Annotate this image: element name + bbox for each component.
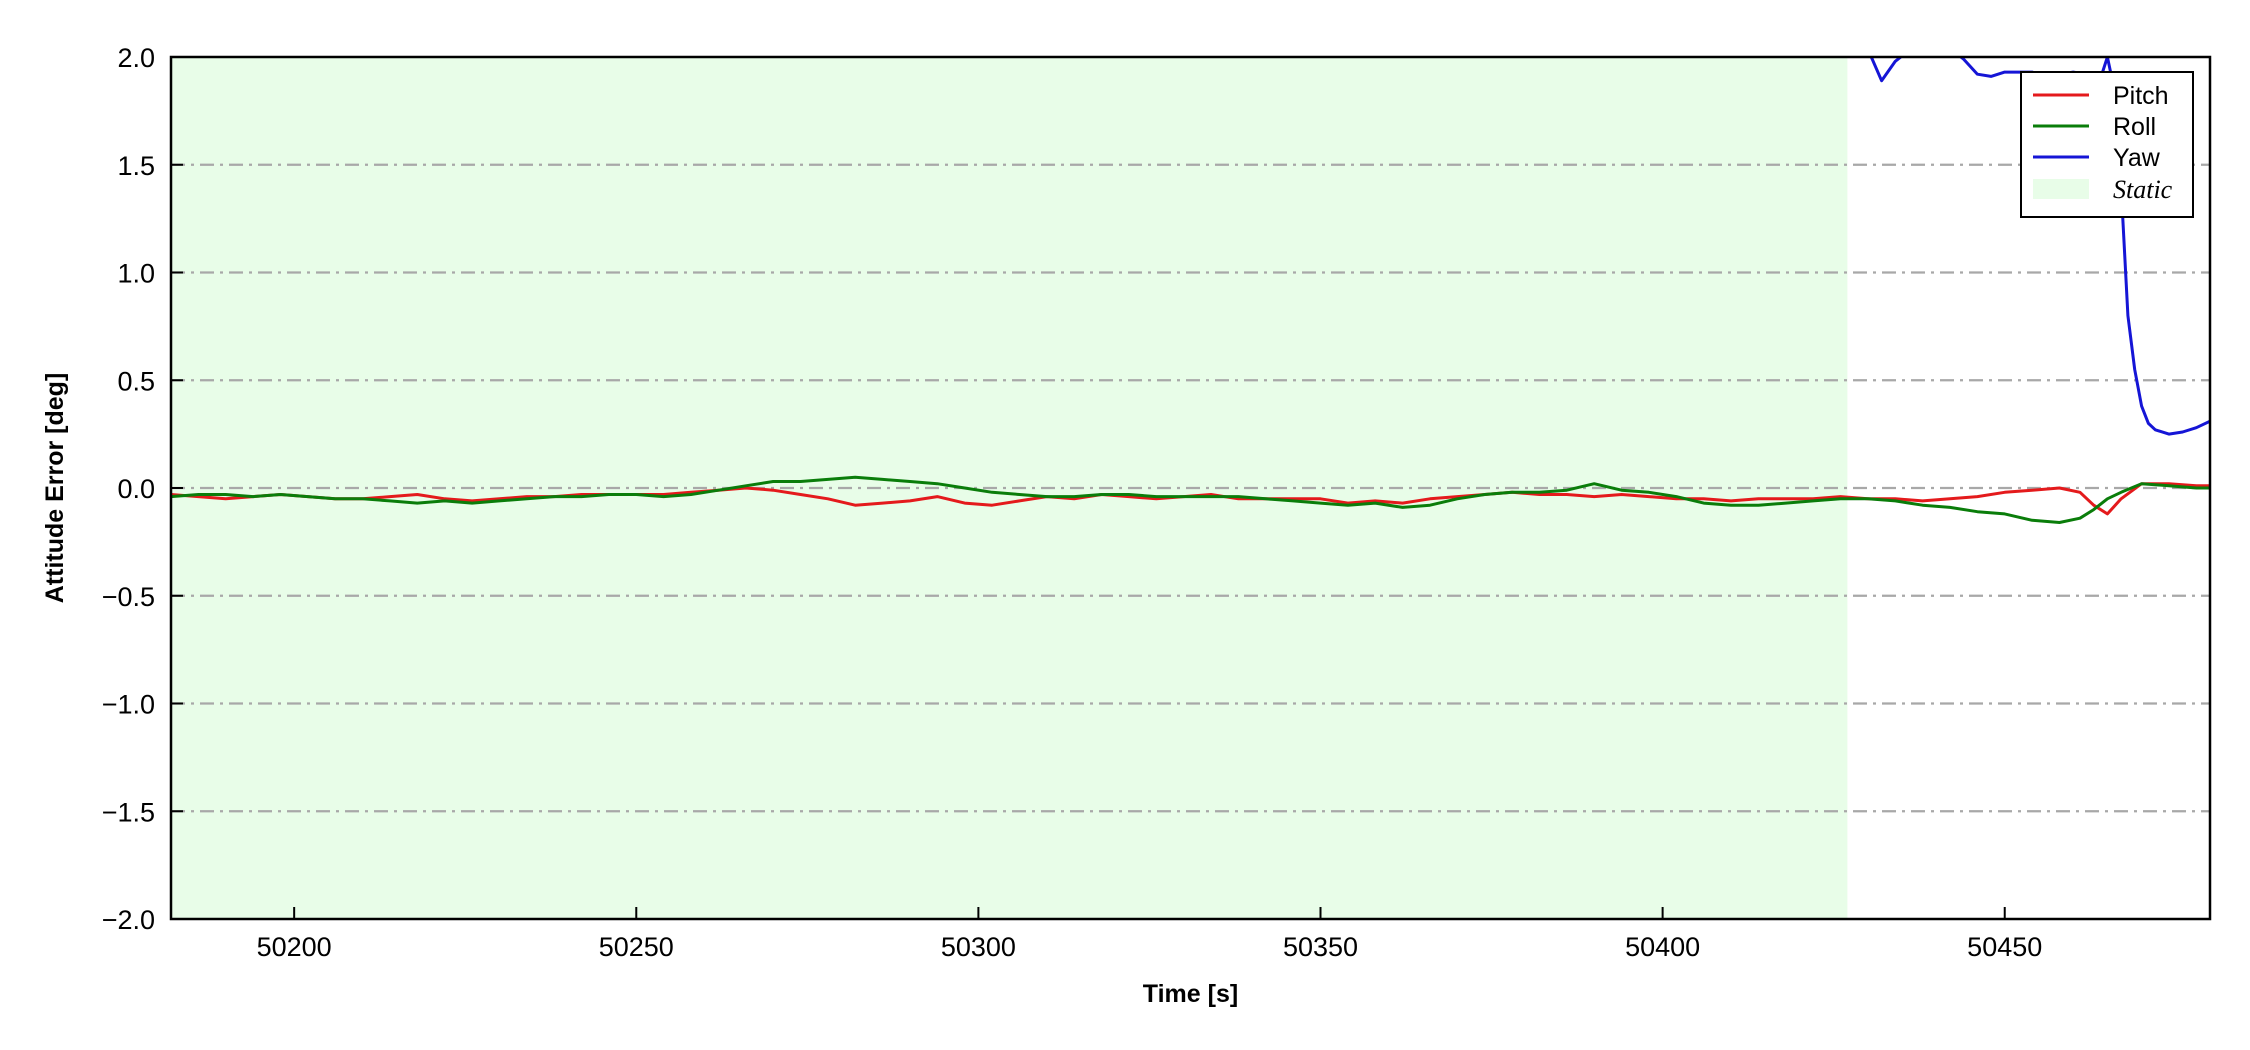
x-axis-label: Time [s] — [1143, 980, 1238, 1008]
y-tick-label: −2.0 — [102, 905, 155, 935]
legend-label-yaw: Yaw — [2113, 144, 2161, 172]
legend-swatch-static — [2033, 179, 2089, 199]
grid-lines — [171, 163, 2210, 813]
x-tick-label: 50250 — [599, 932, 674, 962]
legend-label-static: Static — [2113, 175, 2173, 204]
x-tick-label: 50300 — [941, 932, 1016, 962]
y-tick-label: −1.0 — [102, 690, 155, 720]
axis-ticks: 50200 50250 50300 50350 50400 50450 2.0 1.5 1.0 0… — [102, 43, 2043, 962]
y-tick-label: 1.5 — [117, 151, 155, 181]
series-line-roll — [171, 475, 2210, 524]
y-tick-label: 0.0 — [117, 474, 155, 504]
legend-label-roll: Roll — [2113, 113, 2156, 141]
y-axis-label: Attitude Error [deg] — [41, 373, 69, 604]
x-tick-label: 50200 — [257, 932, 332, 962]
legend: Pitch Roll Yaw Static — [2020, 71, 2194, 218]
y-tick-label: −0.5 — [102, 582, 155, 612]
y-tick-label: 1.0 — [117, 259, 155, 289]
x-tick-label: 50450 — [1967, 932, 2042, 962]
y-tick-label: 2.0 — [117, 43, 155, 73]
x-tick-label: 50350 — [1283, 932, 1358, 962]
y-tick-label: 0.5 — [117, 366, 155, 396]
y-tick-label: −1.5 — [102, 797, 155, 827]
x-tick-label: 50400 — [1625, 932, 1700, 962]
legend-label-pitch: Pitch — [2113, 82, 2169, 110]
